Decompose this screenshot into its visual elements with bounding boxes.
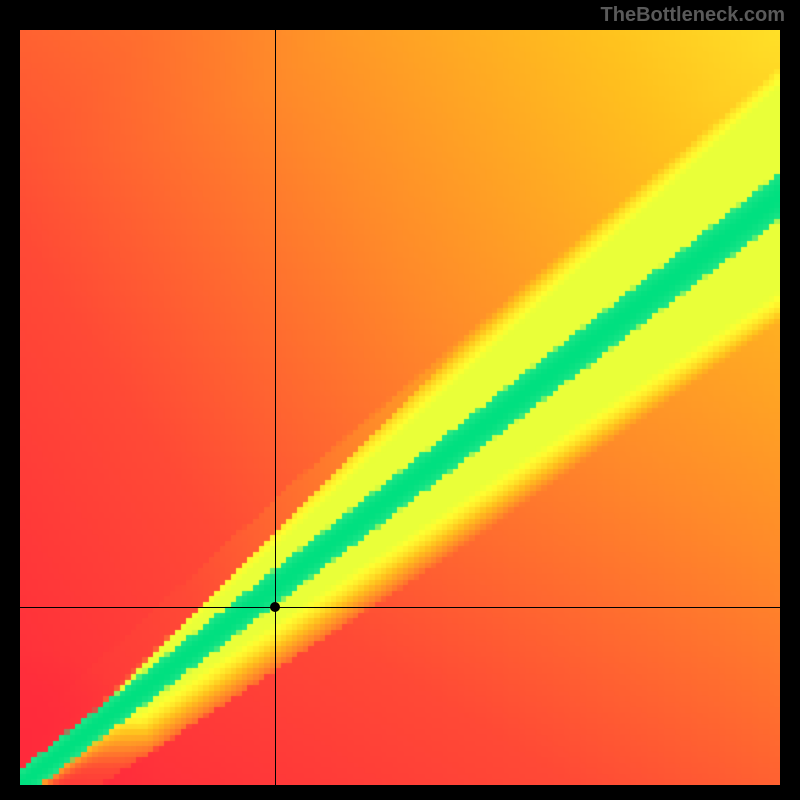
chart-container: TheBottleneck.com — [0, 0, 800, 800]
heatmap-canvas — [20, 30, 780, 785]
watermark-text: TheBottleneck.com — [601, 4, 785, 27]
plot-frame — [20, 30, 780, 785]
marker-dot — [270, 602, 280, 612]
crosshair-vertical — [275, 30, 276, 785]
crosshair-horizontal — [20, 607, 780, 608]
